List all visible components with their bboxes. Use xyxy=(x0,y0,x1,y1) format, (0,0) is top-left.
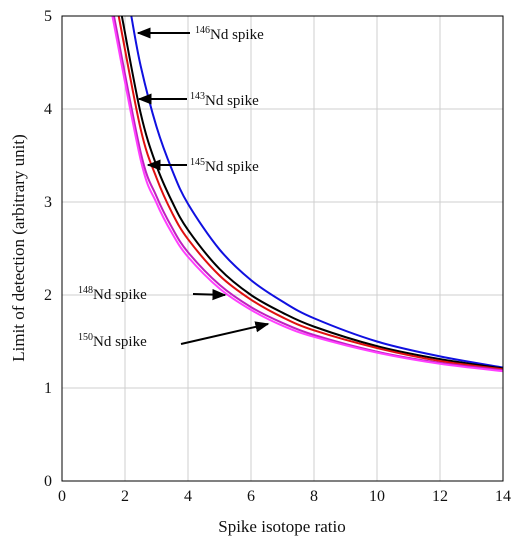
x-tick-label: 4 xyxy=(184,488,192,505)
annotation: 148Nd spike xyxy=(78,285,147,303)
annotation-isotope: 143 xyxy=(190,91,205,102)
annotation-text: Nd spike xyxy=(93,287,147,303)
annotation-arrow xyxy=(180,321,270,345)
annotation: 150Nd spike xyxy=(78,332,147,350)
x-tick-label: 10 xyxy=(369,488,385,505)
x-tick-label: 12 xyxy=(432,488,448,505)
annotation-text: Nd spike xyxy=(93,334,147,350)
line-series xyxy=(111,16,503,373)
annotation-isotope: 146 xyxy=(195,25,210,36)
plot-frame xyxy=(61,15,504,482)
annotation-isotope: 150 xyxy=(78,332,93,343)
annotation-text: Nd spike xyxy=(205,159,259,175)
annotation-text: Nd spike xyxy=(210,27,264,43)
annotation-arrow xyxy=(192,289,227,301)
line-series xyxy=(130,16,503,369)
y-tick-label: 0 xyxy=(44,473,52,490)
y-tick-label: 2 xyxy=(44,287,52,304)
line-series xyxy=(112,16,503,372)
annotation: 146Nd spike xyxy=(195,25,264,43)
x-tick-label: 6 xyxy=(247,488,255,505)
annotation: 145Nd spike xyxy=(190,157,259,175)
y-axis-label: Limit of detection (arbitrary unit) xyxy=(9,134,28,362)
annotation-isotope: 148 xyxy=(78,285,93,296)
annotation: 143Nd spike xyxy=(190,91,259,109)
x-tick-label: 2 xyxy=(121,488,129,505)
y-tick-label: 1 xyxy=(44,380,52,397)
y-tick-label: 3 xyxy=(44,194,52,211)
y-tick-label: 5 xyxy=(44,8,52,25)
line-series xyxy=(120,16,503,370)
x-tick-label: 14 xyxy=(495,488,511,505)
x-axis-label: Spike isotope ratio xyxy=(218,517,345,536)
y-tick-label: 4 xyxy=(44,101,52,118)
annotation-text: Nd spike xyxy=(205,93,259,109)
annotation-isotope: 145 xyxy=(190,157,205,168)
x-tick-label: 0 xyxy=(58,488,66,505)
x-tick-label: 8 xyxy=(310,488,318,505)
